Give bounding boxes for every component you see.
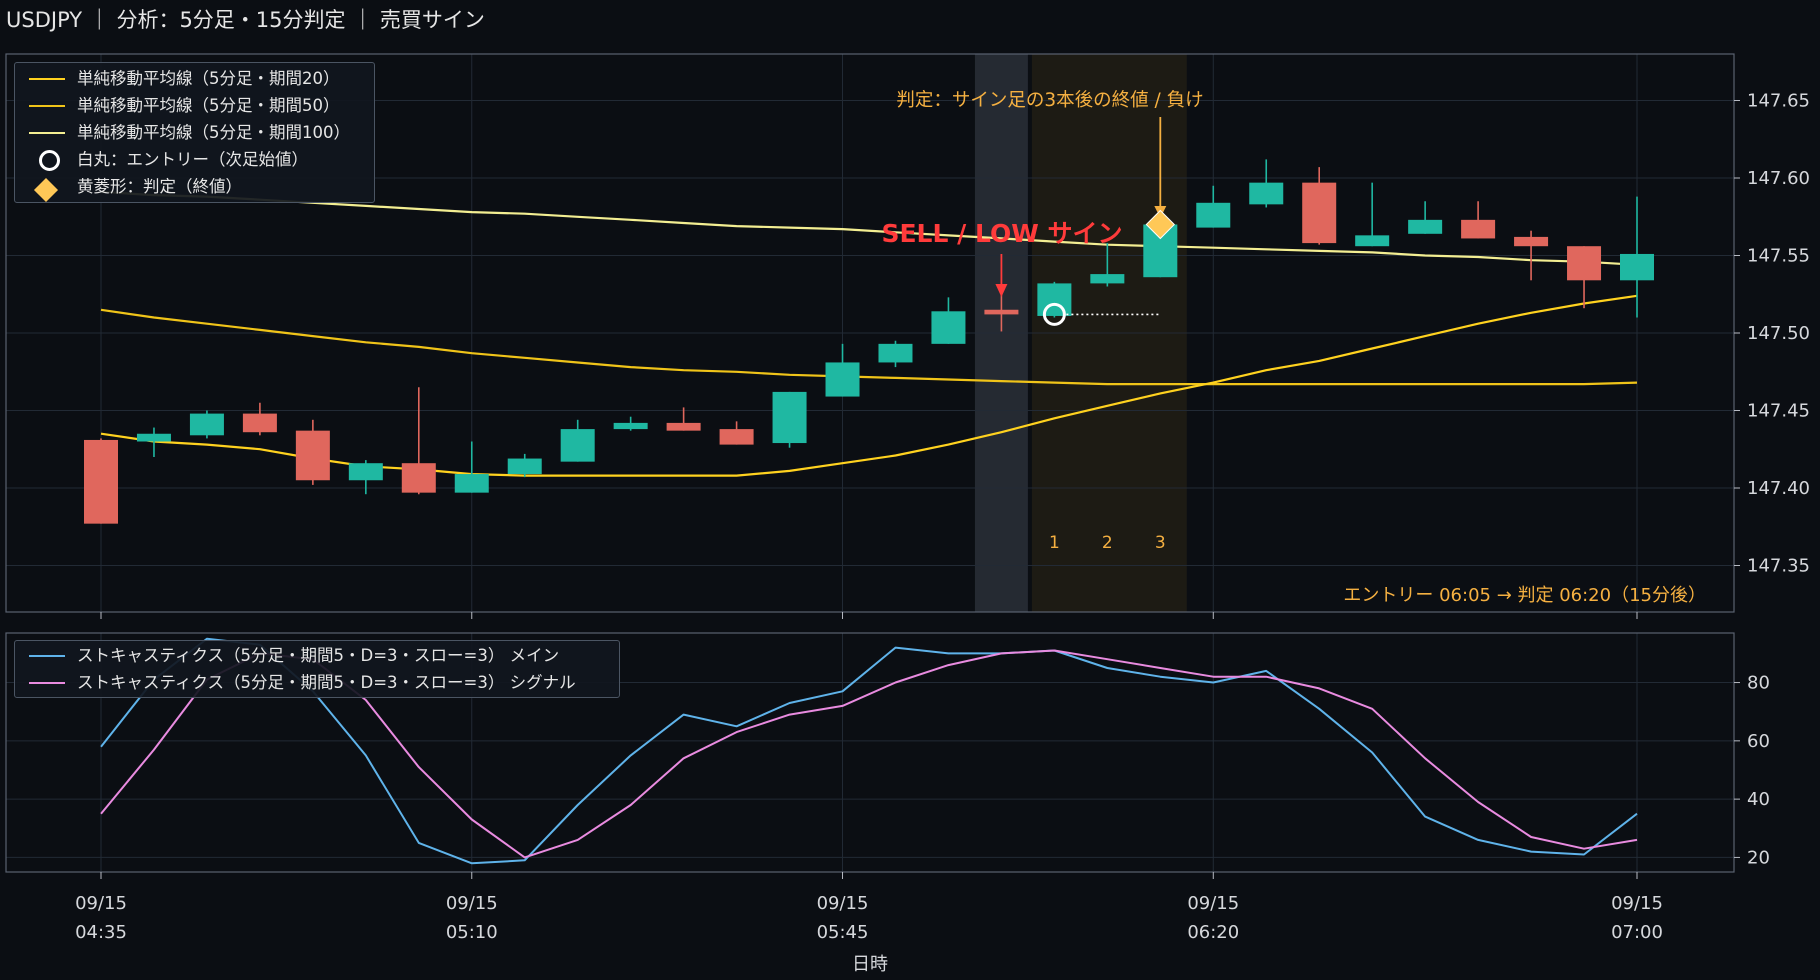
candle-body <box>295 430 330 481</box>
legend-row: 黄菱形：判定（終値） <box>15 173 374 203</box>
judgement-label: 判定：サイン足の3本後の終値 / 負け <box>896 90 1203 111</box>
legend-row: 単純移動平均線（5分足・期間50） <box>15 92 374 119</box>
entry-circle-marker <box>1042 302 1066 326</box>
candle-body <box>719 429 754 445</box>
stoch-ytick-label: 80 <box>1747 673 1770 694</box>
stoch-main-line <box>100 637 1638 865</box>
xtick-label-time: 05:10 <box>446 922 498 943</box>
candle-body <box>1355 235 1390 247</box>
candle-body <box>1461 219 1496 239</box>
candle-body <box>84 439 118 524</box>
xtick-label-time: 06:20 <box>1187 922 1239 943</box>
candle-body <box>1567 246 1602 281</box>
legend-row: 単純移動平均線（5分足・期間100） <box>15 119 374 146</box>
chart-title: USDJPY ｜ 分析：5分足・15分判定 ｜ 売買サイン <box>6 8 485 32</box>
candle-body <box>136 433 171 442</box>
candle-body <box>1302 182 1337 244</box>
candle-body <box>189 413 224 436</box>
diamond-icon <box>33 178 59 203</box>
candle-body <box>1408 219 1443 234</box>
price-ytick-label: 147.55 <box>1747 246 1810 267</box>
candle-body <box>666 422 701 431</box>
price-ytick-label: 147.35 <box>1747 556 1810 577</box>
legend-label: ストキャスティクス（5分足・期間5・D=3・スロー=3） メイン <box>77 646 560 665</box>
candle-body <box>1249 182 1284 205</box>
candle-body <box>507 458 542 475</box>
legend-line-swatch <box>29 655 65 658</box>
legend-line-swatch <box>29 682 65 685</box>
entry-judgement-footer: エントリー 06:05 → 判定 06:20（15分後） <box>1343 585 1706 606</box>
legend-row: 白丸：エントリー（次足始値） <box>15 146 374 173</box>
legend-line-swatch <box>29 105 65 108</box>
circle-icon <box>39 150 60 171</box>
candle-body <box>1090 274 1125 284</box>
legend-label: 白丸：エントリー（次足始値） <box>77 150 308 169</box>
signal-arrow-head <box>995 284 1008 297</box>
price-ytick-label: 147.60 <box>1747 168 1810 189</box>
judgement-diamond-marker <box>1145 209 1176 240</box>
legend-line-swatch <box>29 78 65 81</box>
stoch-panel-frame <box>5 632 1735 873</box>
price-ytick-label: 147.45 <box>1747 401 1810 422</box>
price-ytick-label: 147.65 <box>1747 91 1810 112</box>
candle-body <box>931 311 966 344</box>
candle-body <box>1620 253 1654 281</box>
candle-body <box>1514 236 1549 247</box>
xtick-label-time: 07:00 <box>1611 922 1663 943</box>
xtick-label-date: 09/15 <box>446 893 498 914</box>
bar-count-label: 2 <box>1102 533 1113 553</box>
candle-body <box>401 463 436 493</box>
bar-count-label: 1 <box>1049 533 1060 553</box>
candle-body <box>825 362 860 397</box>
candle-body <box>772 391 807 444</box>
sma20-line <box>100 294 1638 477</box>
legend-row: 単純移動平均線（5分足・期間20） <box>15 65 374 92</box>
x-axis-label: 日時 <box>852 954 888 975</box>
stoch-ytick-label: 20 <box>1747 847 1770 868</box>
candle-body <box>613 422 648 430</box>
candle-body <box>878 343 913 363</box>
legend-label: 単純移動平均線（5分足・期間20） <box>77 69 340 88</box>
candle-body <box>1037 283 1072 316</box>
sma50-line <box>100 308 1638 386</box>
legend-row: ストキャスティクス（5分足・期間5・D=3・スロー=3） シグナル <box>15 669 619 696</box>
legend-label: 単純移動平均線（5分足・期間50） <box>77 96 340 115</box>
sma100-line <box>100 190 1638 266</box>
price-ytick-label: 147.50 <box>1747 323 1810 344</box>
xtick-label-date: 09/15 <box>1187 893 1239 914</box>
candle-body <box>348 463 383 481</box>
xtick-label-time: 05:45 <box>817 922 869 943</box>
legend-label: ストキャスティクス（5分足・期間5・D=3・スロー=3） シグナル <box>77 673 576 692</box>
candle-body <box>1196 202 1231 228</box>
legend-label: 単純移動平均線（5分足・期間100） <box>77 123 350 142</box>
xtick-label-date: 09/15 <box>75 893 127 914</box>
price-legend: 単純移動平均線（5分足・期間20） 単純移動平均線（5分足・期間50） 単純移動平均… <box>14 62 375 203</box>
stoch-legend: ストキャスティクス（5分足・期間5・D=3・スロー=3） メイン ストキャスティク… <box>14 640 620 698</box>
candle-body <box>242 413 277 433</box>
price-ytick-label: 147.40 <box>1747 478 1810 499</box>
stoch-ytick-label: 60 <box>1747 731 1770 752</box>
sell-signal-label: SELL / LOW サイン <box>881 219 1122 248</box>
legend-row: ストキャスティクス（5分足・期間5・D=3・スロー=3） メイン <box>15 642 619 669</box>
xtick-label-time: 04:35 <box>75 922 127 943</box>
bar-count-label: 3 <box>1155 533 1166 553</box>
candle-body <box>984 309 1019 315</box>
legend-line-swatch <box>29 132 65 135</box>
candle-body <box>560 429 595 462</box>
xtick-label-date: 09/15 <box>1611 893 1663 914</box>
candle-body <box>454 474 489 493</box>
legend-label: 黄菱形：判定（終値） <box>77 177 242 196</box>
xtick-label-date: 09/15 <box>817 893 869 914</box>
stoch-ytick-label: 40 <box>1747 789 1770 810</box>
